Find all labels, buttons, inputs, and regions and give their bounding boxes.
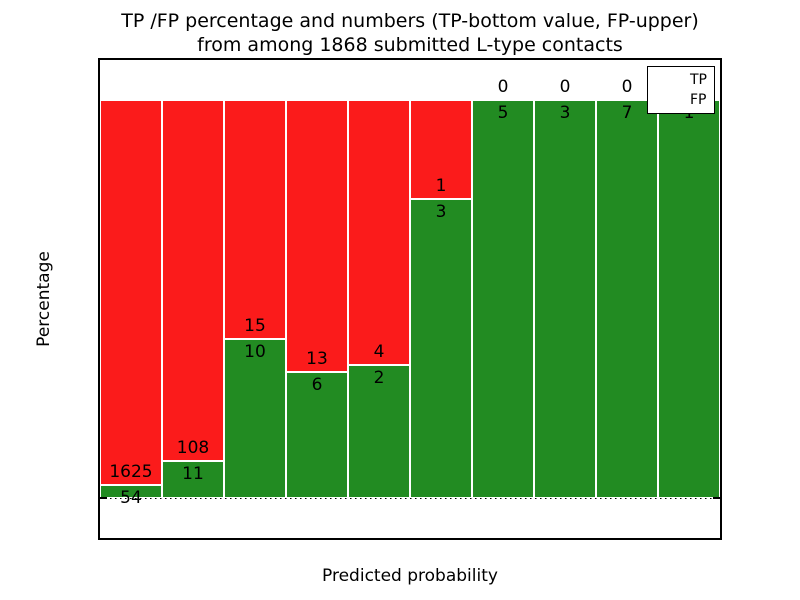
legend-label-tp: TP — [690, 72, 707, 89]
chart-title-line2: from among 1868 submitted L-type contact… — [197, 34, 623, 56]
bar-tp-count-label: 54 — [120, 488, 142, 509]
y-gridline — [100, 497, 720, 499]
bar-tp-count-label: 5 — [497, 102, 509, 123]
bar-fp-count-label: 1625 — [109, 462, 153, 483]
bar-tp-segment — [472, 99, 534, 499]
x-axis-label: Predicted probability — [322, 566, 498, 586]
bar-tp-segment — [224, 338, 286, 499]
bar-fp-count-label: 13 — [306, 349, 328, 370]
bar-tp-segment — [100, 485, 162, 499]
bar-tp-segment — [286, 372, 348, 499]
bar-fp-count-label: 0 — [621, 76, 633, 97]
plot-area: 162554108111510136421305030701 TP FP — [98, 58, 722, 540]
y-tick-right — [713, 497, 720, 499]
bar-fp-segment — [100, 99, 162, 486]
legend-row-tp: TP — [648, 73, 714, 87]
bar-fp-segment — [286, 99, 348, 373]
bar-fp-count-label: 0 — [497, 76, 509, 97]
y-tick-left — [100, 497, 107, 499]
fp-color-swatch — [654, 95, 681, 104]
legend-label-fp: FP — [690, 91, 707, 108]
y-axis-label: Percentage — [34, 251, 54, 347]
bar-tp-count-label: 7 — [621, 102, 633, 123]
bar-fp-count-label: 1 — [435, 176, 447, 197]
bar-fp-segment — [224, 99, 286, 339]
bar-tp-segment — [348, 365, 410, 499]
bar-tp-count-label: 2 — [373, 368, 385, 389]
legend: TP FP — [647, 66, 715, 114]
bar-fp-segment — [162, 99, 224, 462]
bar-tp-segment — [410, 199, 472, 499]
bar-tp-count-label: 10 — [244, 341, 266, 362]
bar-fp-count-label: 15 — [244, 315, 266, 336]
tp-color-swatch — [654, 76, 681, 85]
bar-fp-count-label: 0 — [559, 76, 571, 97]
bar-tp-segment — [596, 99, 658, 499]
bar-tp-segment — [162, 461, 224, 499]
bar-tp-count-label: 3 — [435, 202, 447, 223]
legend-row-fp: FP — [648, 93, 714, 107]
bar-tp-segment — [658, 99, 720, 499]
chart-title: TP /FP percentage and numbers (TP-bottom… — [98, 9, 722, 57]
bar-fp-segment — [348, 99, 410, 366]
bar-tp-count-label: 11 — [182, 464, 204, 485]
bar-fp-segment — [410, 99, 472, 200]
bar-fp-count-label: 4 — [373, 342, 385, 363]
bar-tp-count-label: 6 — [311, 375, 323, 396]
bar-tp-count-label: 3 — [559, 102, 571, 123]
chart-title-line1: TP /FP percentage and numbers (TP-bottom… — [121, 10, 699, 32]
bar-fp-count-label: 108 — [176, 438, 210, 459]
bar-tp-segment — [534, 99, 596, 499]
